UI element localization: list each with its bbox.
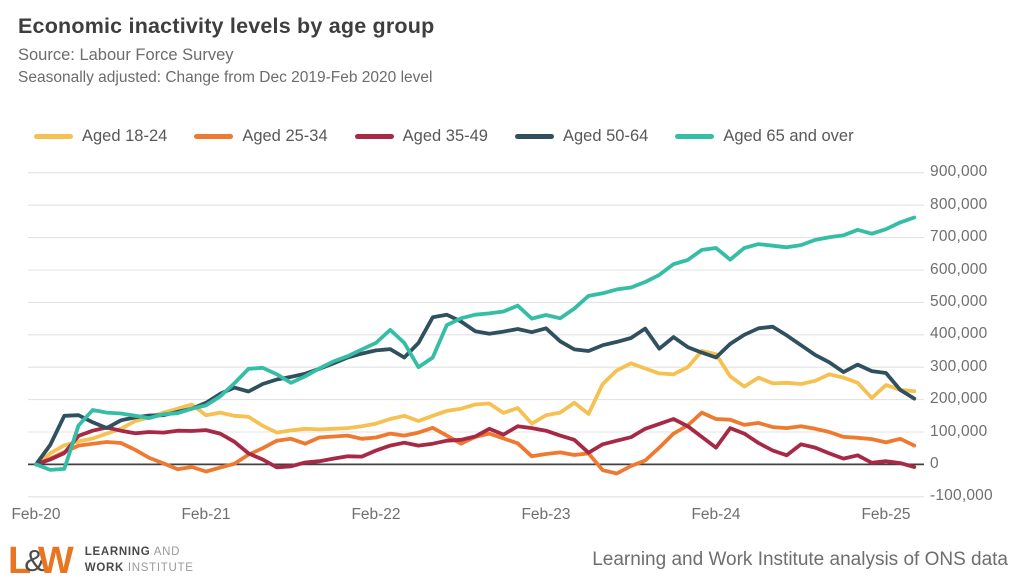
x-tick-label: Feb-20 [11,506,61,523]
logo-ampersand: & [24,543,45,578]
y-tick-label: 700,000 [930,228,988,246]
series-line-aged-18-24 [34,349,917,467]
logo-wordmark-line1: LEARNING AND [85,545,194,561]
x-tick-label: Feb-23 [521,506,571,523]
series-line-aged-65-over [34,215,917,472]
chart-source: Source: Labour Force Survey [18,46,234,64]
y-tick-label: 900,000 [930,163,988,181]
y-tick-label: 400,000 [930,325,988,343]
x-tick-label: Feb-25 [861,506,911,523]
y-tick-label: 300,000 [930,357,988,375]
y-tick-label: 800,000 [930,195,988,213]
legend-swatch-aged-50-64 [514,134,554,139]
chart-note: Seasonally adjusted: Change from Dec 201… [18,69,433,86]
legend-item-aged-65-over: Aged 65 and over [675,127,854,146]
lw-logo: L & W LEARNING AND WORK INSTITUTE [8,541,194,581]
legend-swatch-aged-18-24 [34,134,73,139]
x-tick-label: Feb-24 [691,506,741,523]
chart-header: Economic inactivity levels by age group … [18,14,434,87]
x-tick-label: Feb-21 [181,506,231,523]
legend-label-aged-25-34: Aged 25-34 [242,127,328,145]
y-tick-label: 200,000 [930,390,988,408]
legend-label-aged-35-49: Aged 35-49 [402,127,488,145]
legend-item-aged-35-49: Aged 35-49 [354,127,488,146]
y-tick-label: -100,000 [930,487,993,505]
legend-item-aged-50-64: Aged 50-64 [514,127,649,146]
chart-title: Economic inactivity levels by age group [18,14,435,38]
series-line-aged-50-64 [34,312,917,467]
logo-word-and: AND [150,546,181,559]
x-tick-label: Feb-22 [351,506,401,523]
logo-word-learning: LEARNING [84,546,151,559]
legend-swatch-aged-35-49 [354,134,394,139]
logo-wordmark-line2: WORK INSTITUTE [85,561,194,577]
legend: Aged 18-24 Aged 25-34 Aged 35-49 Aged 50-64… [34,127,854,146]
legend-label-aged-65-over: Aged 65 and over [723,127,854,145]
y-tick-label: 600,000 [930,260,988,278]
y-tick-label: 100,000 [930,422,988,440]
logo-wordmark: LEARNING AND WORK INSTITUTE [85,545,194,576]
legend-item-aged-25-34: Aged 25-34 [194,127,328,146]
logo-letter-w: W [37,540,74,582]
series-line-aged-35-49 [34,417,917,470]
logo-word-institute: INSTITUTE [124,562,194,574]
legend-label-aged-18-24: Aged 18-24 [82,127,168,145]
y-tick-label: 500,000 [930,292,988,310]
legend-swatch-aged-25-34 [194,134,234,139]
logo-word-work: WORK [84,562,124,574]
y-tick-label: 0 [930,454,939,472]
logo-letter-l: L [8,540,32,582]
credit-text: Learning and Work Institute analysis of … [592,549,1008,570]
legend-item-aged-18-24: Aged 18-24 [34,127,167,146]
legend-label-aged-50-64: Aged 50-64 [562,127,649,145]
legend-swatch-aged-65-over [675,134,715,139]
